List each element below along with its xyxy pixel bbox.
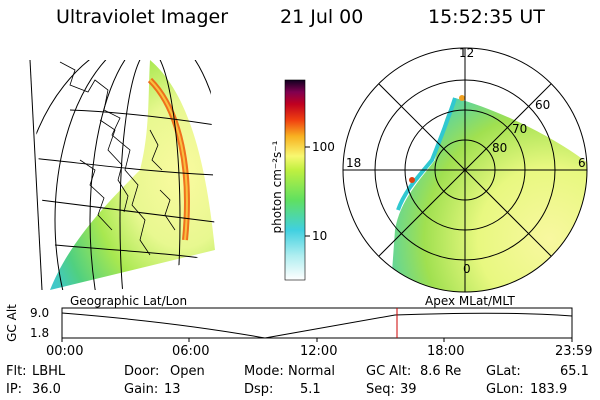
time-tick-1200: 12:00 [300, 344, 338, 359]
date-label: 21 Jul 00 [280, 6, 364, 28]
apex-polar-plot [342, 47, 588, 293]
ip-label: IP: [6, 382, 23, 397]
colorbar-ticks [305, 146, 310, 237]
door-value: Open [170, 364, 205, 379]
altitude-plot [61, 307, 573, 342]
time-tick-0600: 06:00 [172, 344, 210, 359]
mode-label: Mode: [244, 364, 284, 379]
glat-value: 65.1 [560, 364, 589, 379]
gcalt-label: GC Alt: [366, 364, 412, 379]
colorbar-tick-10: 10 [312, 229, 328, 243]
gain-label: Gain: [124, 382, 159, 397]
time-tick-0000: 00:00 [46, 344, 84, 359]
mlat-label-60: 60 [535, 98, 551, 112]
mode-value: Normal [288, 364, 336, 379]
colorbar-tick-100: 100 [312, 140, 335, 154]
altitude-tick-low: 1.8 [30, 326, 50, 340]
mlt-label-12: 12 [459, 46, 475, 60]
dsp-label: Dsp: [244, 382, 274, 397]
gain-value: 13 [164, 382, 181, 397]
mlat-label-80: 80 [492, 141, 508, 155]
geographic-caption: Geographic Lat/Lon [70, 294, 188, 308]
altitude-curve [61, 312, 573, 339]
altitude-tick-high: 9.0 [30, 306, 50, 320]
geographic-map [30, 60, 215, 290]
time-tick-1800: 18:00 [427, 344, 465, 359]
flt-label: Flt: [6, 364, 27, 379]
apex-caption: Apex MLat/MLT [425, 294, 515, 308]
glat-label: GLat: [486, 364, 521, 379]
flt-value: LBHL [32, 364, 66, 379]
altitude-axis-label: GC Alt [4, 304, 19, 342]
mlt-label-6: 6 [578, 156, 586, 170]
gcalt-value: 8.6 Re [420, 364, 462, 379]
colorbar [284, 79, 306, 281]
dsp-value: 5.1 [300, 382, 321, 397]
time-tick-2359: 23:59 [555, 344, 593, 359]
colorbar-unit-label: photon cm⁻²s⁻¹ [270, 140, 284, 234]
seq-label: Seq: [366, 382, 395, 397]
instrument-title: Ultraviolet Imager [56, 6, 229, 28]
mlat-label-70: 70 [512, 122, 528, 136]
mlt-label-0: 0 [463, 262, 471, 276]
mlt-label-18: 18 [346, 156, 362, 170]
map-left-edge [29, 59, 43, 291]
polar-emission [390, 98, 587, 292]
door-label: Door: [124, 364, 160, 379]
ip-value: 36.0 [32, 382, 61, 397]
time-label: 15:52:35 UT [428, 6, 545, 28]
lat-lon-grid [30, 60, 215, 290]
seq-value: 39 [400, 382, 417, 397]
glon-label: GLon: [486, 382, 524, 397]
glon-value: 183.9 [530, 382, 568, 397]
coastlines [59, 61, 176, 256]
dayglow-emission [50, 60, 215, 290]
